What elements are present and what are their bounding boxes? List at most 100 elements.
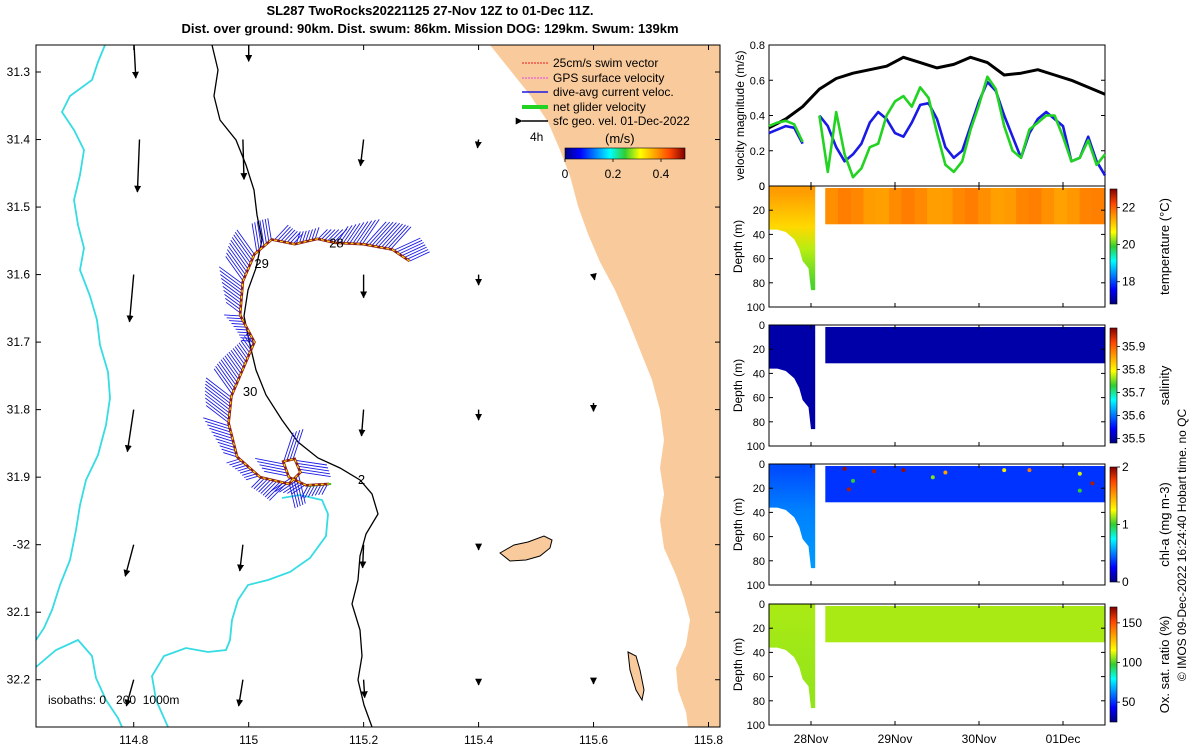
current-arrow (236, 344, 248, 360)
deep-dive-section (769, 186, 816, 291)
legend-item-swim-vector: 25cm/s swim vector (522, 56, 658, 70)
chl-a-sample-dot (901, 468, 906, 473)
section-texture (825, 188, 839, 224)
geostrophic-arrow (240, 139, 248, 181)
isobath-200m (36, 45, 111, 641)
current-arrow (245, 333, 254, 345)
shallow-dive-section (825, 327, 1105, 364)
current-arrow (222, 357, 239, 380)
current-arrow (229, 320, 244, 322)
current-arrow (292, 233, 303, 245)
current-arrow (377, 222, 400, 248)
current-arrow (211, 431, 233, 439)
current-arrow (215, 438, 235, 445)
current-arrow (384, 224, 406, 249)
geostrophic-arrow (358, 409, 366, 437)
section-texture (901, 188, 915, 224)
current-arrow (362, 219, 380, 245)
current-arrow (368, 221, 391, 246)
current-arrow (333, 228, 348, 243)
current-arrow (236, 229, 255, 255)
current-arrow (204, 387, 231, 408)
chart-title-line-1: SL287 TwoRocks20221125 27-Nov 12Z to 01-… (266, 3, 594, 18)
current-arrow (237, 331, 250, 334)
section-colorbar (1109, 327, 1118, 444)
chl-a-sample-dot (1027, 468, 1032, 473)
section-panel-temperature-section: 0 20 40 60 80 100 Depth (m) 18 20 22 temperature (… (731, 181, 1172, 314)
time-tick-label: 01Dec (1046, 732, 1081, 746)
map-y-tick-label: 32.1 (7, 605, 31, 619)
current-arrow (298, 468, 330, 475)
current-arrow (311, 228, 317, 241)
current-arrow (226, 458, 240, 464)
current-arrow (273, 224, 289, 241)
current-arrow (225, 298, 241, 310)
geostrophic-arrow (359, 544, 367, 569)
current-arrow (207, 424, 231, 433)
map-y-tick-label: 31.9 (7, 470, 31, 484)
current-arrow (406, 249, 429, 260)
colorbar-tick-label: 35.7 (1122, 385, 1146, 399)
colorbar-tick-label: 20 (1122, 238, 1136, 252)
current-arrow (205, 380, 232, 401)
current-arrow (270, 477, 292, 492)
current-arrow (304, 484, 312, 499)
colorbar-tick-label: 0.2 (605, 167, 622, 181)
current-arrow (221, 448, 237, 455)
current-arrow (292, 428, 304, 460)
current-arrow (295, 459, 327, 466)
section-y-tick-label: 20 (753, 205, 765, 217)
current-arrow (339, 225, 353, 244)
current-arrow (205, 397, 230, 417)
current-arrow (221, 282, 242, 298)
land-mass (490, 45, 720, 727)
current-arrow (323, 229, 336, 241)
current-arrow (261, 467, 288, 474)
colorbar-label: temperature (°C) (1157, 198, 1172, 295)
current-arrow (380, 223, 403, 248)
section-y-tick-label: 0 (759, 459, 765, 471)
current-arrow (267, 218, 272, 240)
current-arrow (251, 223, 258, 253)
chl-a-sample-dot (1077, 471, 1082, 476)
colorbar-tick-label: 22 (1122, 201, 1136, 215)
current-arrow (217, 441, 235, 449)
section-texture (1016, 188, 1030, 224)
current-arrow (266, 482, 284, 500)
current-arrow (213, 368, 233, 395)
colorbar-tick-label: 1 (1122, 518, 1129, 532)
section-texture (927, 188, 941, 224)
current-arrow (232, 462, 245, 468)
current-arrow (203, 417, 230, 427)
current-arrow (226, 353, 242, 374)
section-texture (863, 188, 877, 224)
current-arrow (311, 484, 319, 497)
current-arrow (209, 427, 232, 436)
current-arrow (204, 393, 230, 414)
current-arrow (262, 480, 278, 496)
current-arrow (327, 229, 340, 242)
isobath-contours (36, 45, 379, 727)
current-arrow (300, 471, 331, 478)
section-texture (1028, 188, 1042, 224)
current-arrow (220, 274, 243, 291)
current-arrow (231, 237, 251, 264)
current-arrow (222, 286, 242, 301)
current-arrow (205, 420, 231, 430)
section-y-tick-label: 0 (759, 599, 765, 611)
map-x-axis: 114.8 115 115.2 115.4 115.6 115.8 (119, 45, 723, 747)
current-arrow (231, 323, 246, 325)
current-arrow (205, 383, 231, 405)
chl-a-sample-dot (851, 478, 855, 483)
map-x-tick-label: 115 (239, 733, 258, 747)
current-arrow (336, 226, 349, 244)
map-y-tick-label: 31.3 (7, 65, 31, 79)
day-label: 29 (254, 256, 268, 271)
colorbar-label: Ox. sat. ratio (%) (1157, 616, 1172, 714)
current-arrow (260, 480, 275, 494)
section-frame (768, 603, 1106, 726)
current-arrow (240, 340, 251, 354)
velocity-series (768, 55, 1107, 179)
